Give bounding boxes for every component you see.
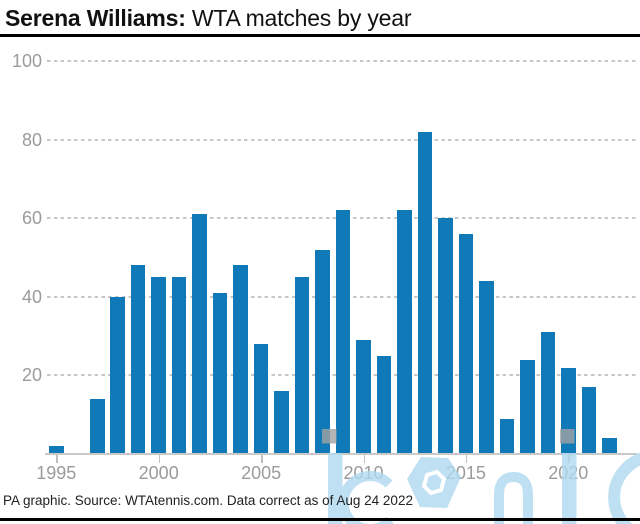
bar-2017 xyxy=(499,418,515,454)
x-axis-label-2010: 2010 xyxy=(343,463,384,483)
bar-2012 xyxy=(397,210,412,454)
x-tick-2020 xyxy=(568,455,570,463)
bar-2006 xyxy=(274,391,289,454)
bar-2007 xyxy=(294,277,310,454)
bar-2022 xyxy=(602,438,617,454)
gridline-100 xyxy=(47,60,636,63)
bar-2014 xyxy=(438,218,453,454)
bar-2000 xyxy=(151,277,166,454)
bar-2003 xyxy=(212,292,228,454)
y-axis-label-40: 40 xyxy=(21,286,42,307)
bar-2001 xyxy=(171,277,187,454)
title-divider-rule xyxy=(0,34,640,37)
bottom-rule xyxy=(0,518,640,521)
bar-2019 xyxy=(540,332,556,454)
x-axis-label-2020: 2020 xyxy=(548,463,589,483)
chart-title-subject: Serena Williams: xyxy=(5,5,186,31)
y-axis-label-60: 60 xyxy=(21,208,42,229)
chart-title: Serena Williams: WTA matches by year xyxy=(5,5,412,32)
x-tick-2010 xyxy=(363,455,366,463)
x-tick-2000 xyxy=(158,455,161,463)
bar-2020 xyxy=(561,367,576,454)
bar-2018 xyxy=(520,359,535,454)
bar-2005 xyxy=(253,344,269,454)
y-axis-label-20: 20 xyxy=(21,365,42,386)
x-tick-2005 xyxy=(261,455,263,463)
bar-2011 xyxy=(376,355,392,454)
gridline-80 xyxy=(47,138,636,141)
x-axis-label-2005: 2005 xyxy=(241,463,282,483)
bar-2004 xyxy=(233,265,248,454)
bar-1997 xyxy=(90,399,105,454)
source-credit: PA graphic. Source: WTAtennis.com. Data … xyxy=(3,493,413,508)
x-axis-label-1995: 1995 xyxy=(36,463,77,483)
watermark-letter-c2 xyxy=(608,452,640,524)
y-axis-label-100: 100 xyxy=(11,51,42,72)
bar-2015 xyxy=(458,234,474,454)
bar-2013 xyxy=(417,131,433,454)
x-tick-1995 xyxy=(56,455,58,463)
x-axis-line xyxy=(45,453,637,455)
bar-1999 xyxy=(130,265,146,454)
bar-2009 xyxy=(335,210,351,454)
x-tick-2015 xyxy=(465,455,468,463)
bar-2010 xyxy=(356,340,371,454)
x-axis-label-2000: 2000 xyxy=(138,463,179,483)
bar-1995 xyxy=(49,446,64,454)
y-axis-label-80: 80 xyxy=(21,129,42,150)
x-axis-label-2015: 2015 xyxy=(445,463,486,483)
chart-title-rest: WTA matches by year xyxy=(185,5,412,31)
bar-2016 xyxy=(479,281,494,454)
bar-1998 xyxy=(110,296,125,454)
watermark-letter-n xyxy=(494,471,533,524)
bar-2002 xyxy=(192,214,207,454)
bar-2021 xyxy=(581,387,597,454)
bar-2008 xyxy=(315,249,330,454)
